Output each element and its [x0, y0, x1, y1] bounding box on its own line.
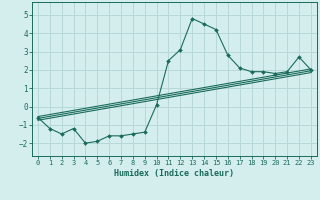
- X-axis label: Humidex (Indice chaleur): Humidex (Indice chaleur): [115, 169, 234, 178]
